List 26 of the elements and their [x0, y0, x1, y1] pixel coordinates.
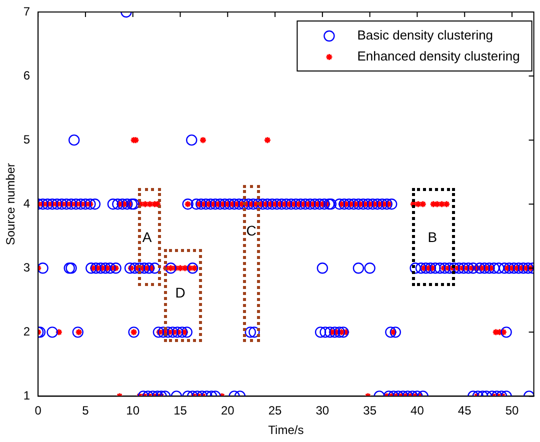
y-tick-label: 4 — [23, 196, 30, 210]
x-tick-label: 25 — [268, 404, 282, 418]
annotation: D — [175, 284, 186, 301]
y-axis-title: Source number — [4, 163, 18, 246]
x-tick-label: 50 — [505, 404, 519, 418]
y-tick-label: 3 — [23, 260, 30, 274]
x-tick-label: 0 — [34, 404, 42, 418]
x-tick-label: 15 — [174, 404, 188, 418]
x-tick-label: 5 — [82, 404, 90, 418]
y-tick-label: 7 — [23, 4, 30, 18]
x-axis-title: Time/s — [268, 423, 304, 438]
x-tick-label: 40 — [410, 404, 424, 418]
annotation: A — [142, 228, 152, 245]
x-tick-label: 20 — [220, 404, 235, 418]
y-tick-label: 6 — [23, 68, 30, 82]
legend-label: Basic density clustering — [357, 28, 494, 43]
y-tick-label: 1 — [23, 388, 30, 403]
x-tick-label: 30 — [316, 404, 330, 418]
annotation: B — [428, 228, 438, 245]
legend-label: Enhanced density clustering — [357, 48, 520, 64]
y-tick-label: 2 — [23, 324, 30, 338]
x-tick-label: 10 — [126, 404, 140, 418]
x-tick-label: 45 — [458, 404, 472, 418]
x-tick-label: 35 — [363, 404, 377, 418]
annotation: C — [246, 222, 256, 238]
y-tick-label: 5 — [23, 132, 30, 146]
